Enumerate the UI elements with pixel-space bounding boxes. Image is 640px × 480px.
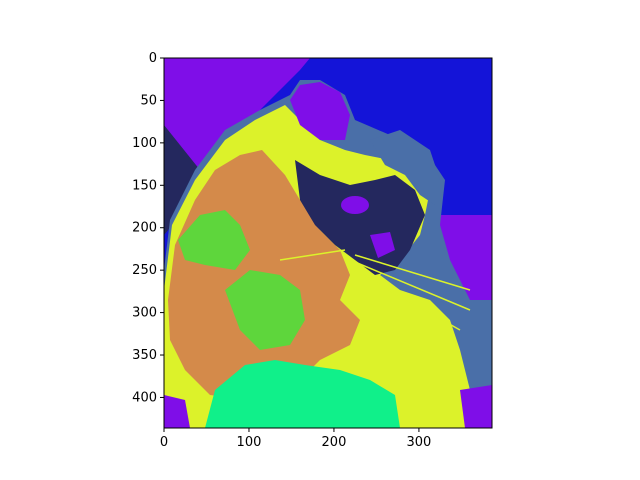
x-tick-label: 300 [407,435,432,450]
cat-image [164,58,492,428]
y-axis: 0 50 100 150 200 250 300 350 400 [132,51,164,405]
whiskers [279,249,471,331]
y-tick-label: 200 [132,221,157,236]
y-tick-label: 150 [132,178,157,193]
x-tick-label: 0 [160,435,168,450]
y-tick-label: 50 [140,93,157,108]
y-tick-label: 100 [132,136,157,151]
bottom-corner-purple [164,395,190,428]
background-navy-left [164,125,200,235]
y-tick-label: 350 [132,348,157,363]
y-tick-label: 250 [132,263,157,278]
bottom-right-purple [460,385,492,428]
x-tick-label: 200 [322,435,347,450]
plot-frame [163,57,493,429]
ear-purple [290,82,350,140]
x-tick-label: 100 [237,435,262,450]
y-tick-label: 400 [132,390,157,405]
y-tick-label: 0 [149,51,157,66]
face-slate [370,130,440,205]
nose-purple [370,232,395,258]
fur-green-center [225,270,305,350]
eye-purple [341,196,369,214]
background-purple-top-left [164,58,310,210]
fur-mint-chest [205,360,400,428]
x-axis: 0 100 200 300 [160,428,431,450]
fur-green-left [178,210,250,270]
y-tick-label: 300 [132,306,157,321]
